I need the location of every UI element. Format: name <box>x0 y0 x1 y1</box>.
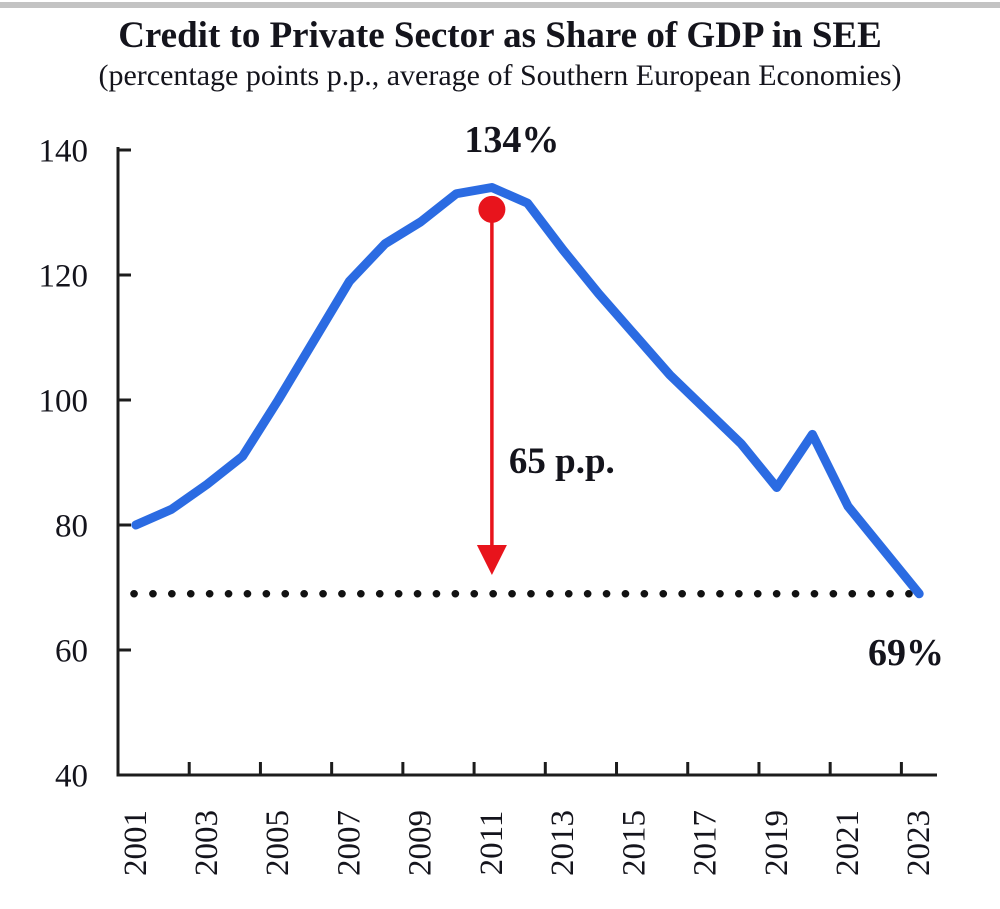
y-axis-tick-label: 120 <box>39 259 89 295</box>
x-axis-tick-label: 2015 <box>616 810 652 876</box>
x-axis-tick-label: 2021 <box>830 810 866 876</box>
x-axis-tick-label: 2017 <box>688 810 724 876</box>
drop-arrow-head <box>476 545 507 575</box>
peak-value-label: 134% <box>464 119 559 161</box>
credit-share-line <box>131 183 924 599</box>
x-axis-tick-label: 2001 <box>118 810 154 876</box>
x-axis-tick-label: 2019 <box>759 810 795 876</box>
x-axis-tick-label: 2009 <box>403 810 439 876</box>
y-axis-tick-label: 80 <box>55 509 88 545</box>
y-axis-tick-label: 140 <box>39 134 89 170</box>
x-axis-tick-label: 2003 <box>189 810 225 876</box>
x-axis-tick-label: 2007 <box>331 810 367 876</box>
x-axis-tick-label: 2011 <box>474 811 510 876</box>
x-axis-tick-label: 2005 <box>260 810 296 876</box>
end-value-label: 69% <box>868 632 944 674</box>
chart-title: Credit to Private Sector as Share of GDP… <box>118 15 882 56</box>
y-axis-tick-label: 40 <box>55 759 88 795</box>
y-axis-tick-label: 60 <box>55 634 88 670</box>
x-axis-tick-label: 2023 <box>901 810 937 876</box>
chart-subtitle: (percentage points p.p., average of Sout… <box>98 59 902 92</box>
y-axis-tick-label: 100 <box>39 384 89 420</box>
x-axis-tick-label: 2013 <box>545 810 581 876</box>
drop-amount-label: 65 p.p. <box>509 441 615 482</box>
peak-marker-dot <box>478 195 506 223</box>
top-border-rule <box>0 2 1000 8</box>
